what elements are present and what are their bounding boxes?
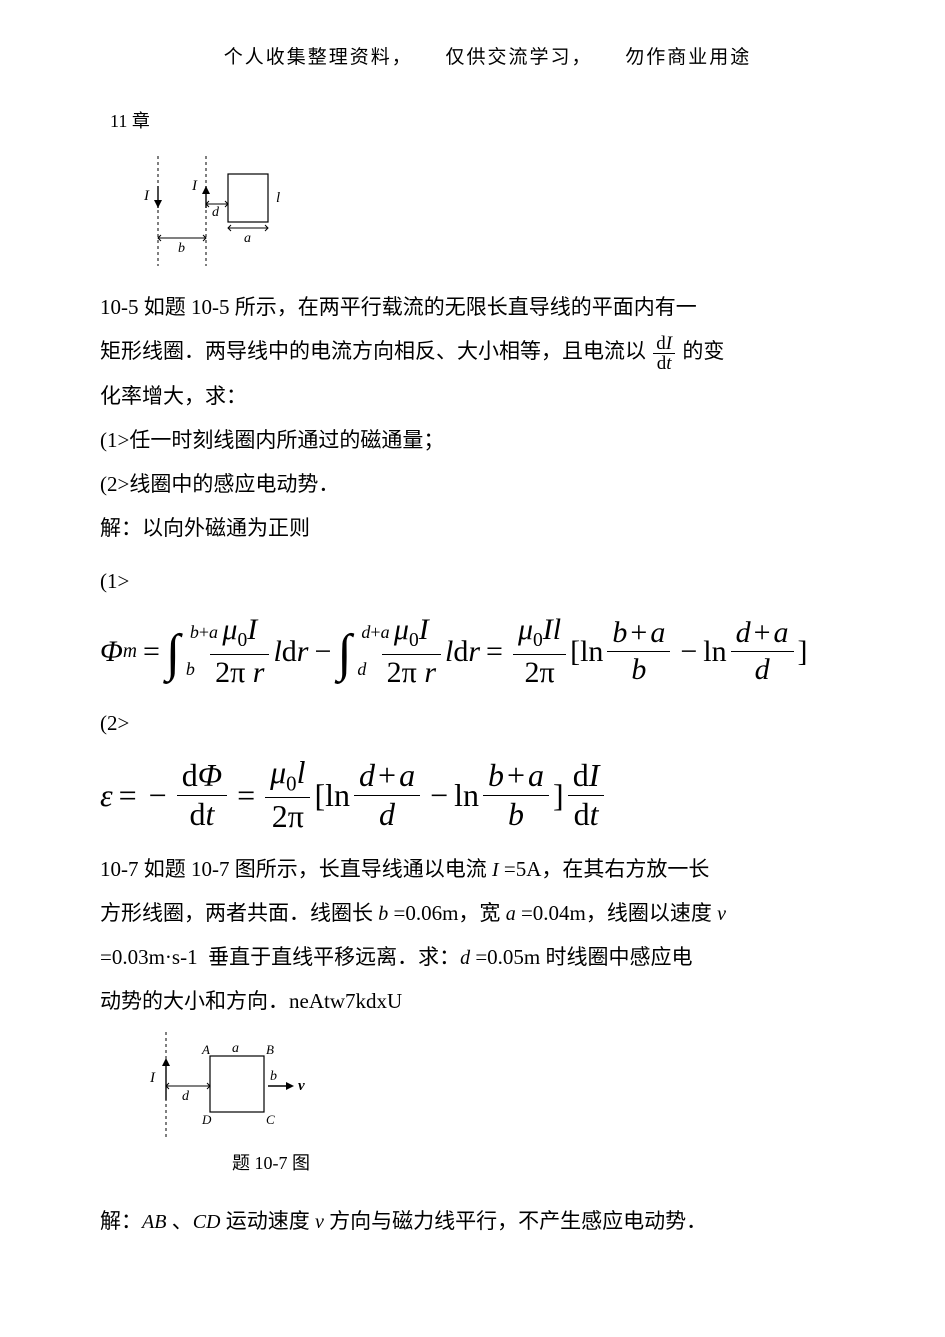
sol-10-7: 解：AB 、CD 运动速度 v 方向与磁力线平行，不产生感应电动势．	[100, 1202, 875, 1242]
chapter-title: 11 章	[110, 104, 875, 138]
label-b7: b	[270, 1069, 277, 1084]
prob-10-5-line2a: 矩形线圈．两导线中的电流方向相反、大小相等，且电流以	[100, 339, 646, 363]
eq2-frac2: d+a d	[354, 759, 420, 831]
eq1-frac1: μ0I 2π r	[210, 614, 269, 688]
equation-emf: ε = − dΦ dt = μ0l 2π [ln d+a d −ln b+a b…	[100, 756, 875, 834]
prob-10-5-sol-intro: 解：以向外磁通为正则	[100, 509, 875, 549]
figure-10-7: I d a b A B C D v 题 10-7 图	[136, 1030, 875, 1180]
prob-10-7-line1: 10-7 如题 10-7 图所示，长直导线通以电流 I =5A，在其右方放一长	[100, 850, 875, 890]
prob-10-5-q1: (1>任一时刻线圈内所通过的磁通量；	[100, 421, 875, 461]
label-C: C	[266, 1112, 275, 1127]
label-I-left: I	[143, 188, 150, 204]
eq2-frac1: μ0l 2π	[265, 756, 310, 834]
prob-10-7-line2: 方形线圈，两者共面．线圈长 b =0.06m，宽 a =0.04m，线圈以速度 …	[100, 894, 875, 934]
label-l: l	[276, 190, 280, 206]
part2-label: (2>	[100, 704, 875, 744]
prob-10-7-line4: 动势的大小和方向．neAtw7kdxU	[100, 982, 875, 1022]
eq2-frac3: b+a b	[483, 759, 549, 831]
eq1-frac3: μ0Il 2π	[513, 614, 566, 688]
eq1-int1-upper: b+a	[190, 615, 218, 649]
label-b: b	[178, 241, 185, 256]
eq1-int2-lower: d	[357, 652, 366, 686]
eq2-dI: dI dt	[568, 759, 605, 831]
label-v: v	[298, 1078, 305, 1094]
label-a: a	[244, 231, 251, 246]
label-d7: d	[182, 1089, 190, 1104]
label-a7: a	[232, 1041, 239, 1056]
prob-10-7-line3: =0.03m·s-1 垂直于直线平移远离．求：d =0.05m 时线圈中感应电	[100, 938, 875, 978]
label-B: B	[266, 1042, 274, 1057]
figure-10-5: I I d l a b	[136, 156, 875, 266]
equation-phi: Φm = ∫ b+a b μ0I 2π r ldr − ∫ d+a d μ0I …	[100, 614, 875, 688]
prob-10-5-q2: (2>线圈中的感应电动势．	[100, 465, 875, 505]
label-d: d	[212, 205, 220, 220]
label-D: D	[201, 1112, 212, 1127]
eq2-dPhi: dΦ dt	[177, 759, 227, 831]
label-I-right: I	[191, 178, 198, 194]
figure-10-7-svg: I d a b A B C D v	[136, 1030, 336, 1140]
page: 个人收集整理资料， 仅供交流学习， 勿作商业用途 11 章	[0, 0, 945, 1306]
figure-10-7-caption: 题 10-7 图	[232, 1146, 875, 1180]
eq1-int2-upper: d+a	[361, 615, 389, 649]
eq1-frac5: d+a d	[731, 617, 794, 685]
eq1-frac4: b+a b	[607, 617, 670, 685]
label-I: I	[149, 1070, 156, 1086]
prob-10-5-line2: 矩形线圈．两导线中的电流方向相反、大小相等，且电流以 ddII dt 的变	[100, 332, 875, 373]
label-A: A	[201, 1042, 210, 1057]
part1-label: (1>	[100, 562, 875, 602]
eq1-frac2: μ0I 2π r	[382, 614, 441, 688]
prob-10-5-line2b: 的变	[682, 339, 724, 363]
page-header: 个人收集整理资料， 仅供交流学习， 勿作商业用途	[100, 40, 875, 76]
prob-10-5-line3: 化率增大，求：	[100, 377, 875, 417]
prob-10-5-line1: 10-5 如题 10-5 所示，在两平行载流的无限长直导线的平面内有一	[100, 288, 875, 328]
eq1-int1-lower: b	[186, 652, 195, 686]
figure-10-5-svg: I I d l a b	[136, 156, 306, 266]
frac-dI-dt-inline: ddII dt	[653, 334, 675, 373]
